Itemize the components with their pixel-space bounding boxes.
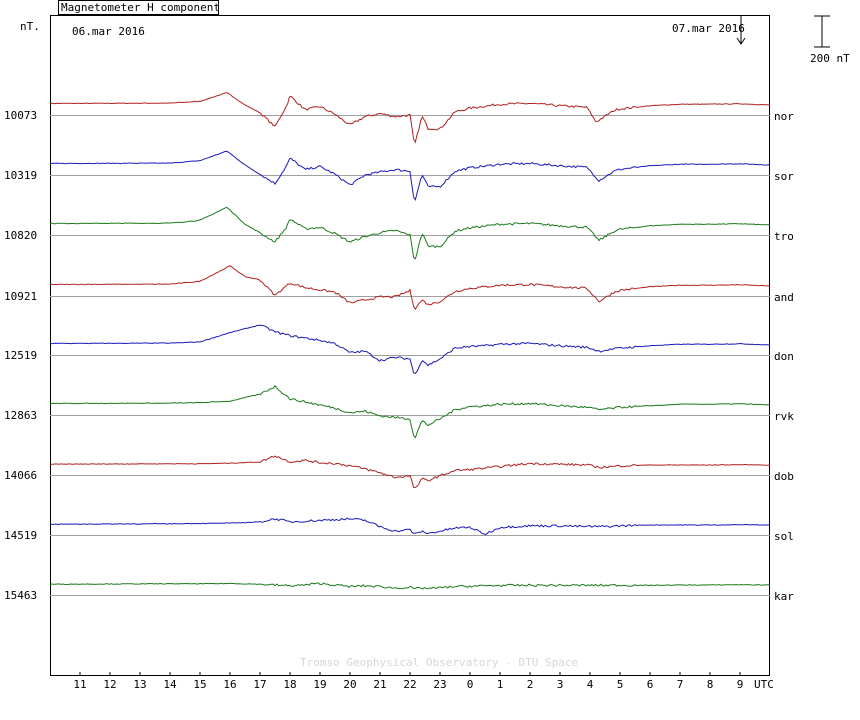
- x-tick-label: 21: [373, 678, 386, 691]
- station-label-rvk: rvk: [774, 410, 794, 423]
- baseline-value-and: 10921: [4, 290, 37, 303]
- station-label-sor: sor: [774, 170, 794, 183]
- station-label-and: and: [774, 291, 794, 304]
- x-tick-label: 22: [403, 678, 416, 691]
- baseline-value-sor: 10319: [4, 169, 37, 182]
- x-tick-label: 16: [223, 678, 236, 691]
- start-date-label: 06.mar 2016: [72, 25, 145, 38]
- x-tick-label: 20: [343, 678, 356, 691]
- x-tick-label: 19: [313, 678, 326, 691]
- x-axis: 11 12 13 14 15 16 17 18 19 20 21 22 23 0 1 2 3 4 5 6 7 8 9: [73, 672, 743, 691]
- x-tick-label: 1: [497, 678, 504, 691]
- x-axis-label: UTC: [754, 678, 774, 691]
- x-tick-label: 4: [587, 678, 594, 691]
- station-label-don: don: [774, 350, 794, 363]
- x-tick-label: 8: [707, 678, 714, 691]
- end-date-label: 07.mar 2016: [672, 22, 745, 35]
- x-tick-label: 23: [433, 678, 446, 691]
- trace-rvk: [49, 384, 771, 439]
- x-tick-label: 0: [467, 678, 474, 691]
- trace-nor: [49, 92, 770, 144]
- day-marker-arrow-icon: [736, 15, 746, 45]
- chart-title: Magnetometer H component: [61, 1, 220, 14]
- trace-don: [50, 324, 771, 374]
- x-tick-label: 9: [737, 678, 744, 691]
- trace-sol: [49, 517, 771, 536]
- x-tick-label: 14: [163, 678, 177, 691]
- trace-dob: [49, 455, 771, 489]
- x-tick-label: 5: [617, 678, 624, 691]
- trace-sor: [49, 150, 771, 201]
- x-tick-label: 3: [557, 678, 564, 691]
- x-tick-label: 13: [133, 678, 146, 691]
- baseline-value-rvk: 12863: [4, 409, 37, 422]
- station-label-nor: nor: [774, 110, 794, 123]
- station-label-tro: tro: [774, 230, 794, 243]
- baseline-group: [50, 115, 770, 596]
- baseline-value-sol: 14519: [4, 529, 37, 542]
- baseline-value-dob: 14066: [4, 469, 37, 482]
- x-tick-label: 15: [193, 678, 206, 691]
- baseline-value-kar: 15463: [4, 589, 37, 602]
- trace-group: [49, 92, 771, 590]
- station-label-group: 10073 nor 10319 sor 10820 tro 10921 and 12519 don…: [4, 109, 794, 603]
- title-box: [58, 0, 219, 15]
- scale-bar-label: 200 nT: [810, 52, 850, 65]
- x-tick-label: 18: [283, 678, 296, 691]
- x-tick-label: 7: [677, 678, 684, 691]
- x-tick-label: 12: [103, 678, 116, 691]
- station-label-dob: dob: [774, 470, 794, 483]
- baseline-value-tro: 10820: [4, 229, 37, 242]
- station-label-kar: kar: [774, 590, 794, 603]
- scale-bar-icon: [814, 15, 830, 48]
- trace-kar: [49, 582, 771, 590]
- watermark: Tromso Geophysical Observatory - DTU Spa…: [300, 656, 578, 669]
- x-tick-label: 17: [253, 678, 266, 691]
- trace-and: [49, 265, 771, 311]
- x-tick-label: 2: [527, 678, 534, 691]
- y-unit-label: nT.: [20, 20, 40, 33]
- x-tick-label: 11: [73, 678, 86, 691]
- x-tick-label: 6: [647, 678, 654, 691]
- baseline-value-nor: 10073: [4, 109, 37, 122]
- station-label-sol: sol: [774, 530, 794, 543]
- baseline-value-don: 12519: [4, 349, 37, 362]
- trace-tro: [49, 206, 771, 260]
